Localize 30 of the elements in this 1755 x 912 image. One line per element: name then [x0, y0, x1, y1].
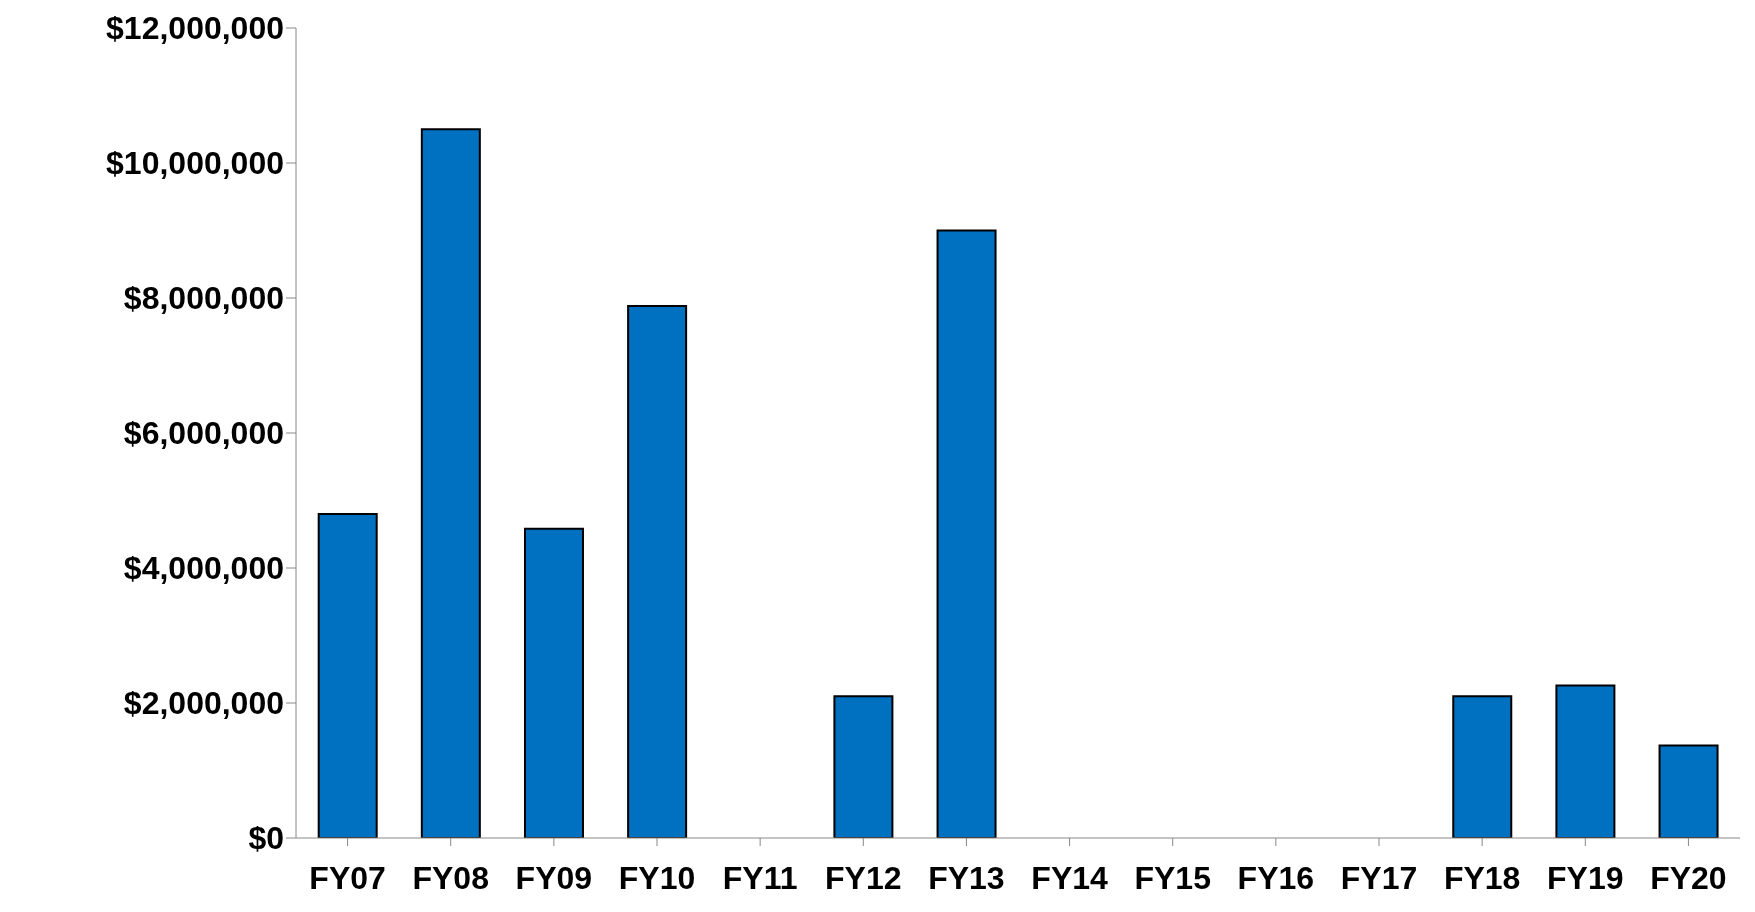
bar [936, 229, 997, 838]
x-tick-label: FY09 [515, 859, 593, 896]
x-tick-label: FY11 [722, 859, 798, 896]
x-tick-label: FY18 [1443, 859, 1521, 896]
x-tick-label: FY17 [1340, 859, 1418, 896]
y-tick-label: $2,000,000 [123, 685, 284, 722]
x-tick-label: FY08 [412, 859, 489, 896]
y-tick-label: $8,000,000 [123, 280, 284, 317]
bar [1658, 744, 1719, 838]
x-tick-label: FY13 [928, 859, 1005, 896]
x-tick-label: FY10 [618, 859, 696, 896]
x-tick-label: FY14 [1031, 859, 1109, 896]
bar [317, 513, 378, 838]
bar [627, 305, 688, 838]
bar [523, 527, 584, 838]
bar [420, 128, 481, 838]
bar [833, 695, 894, 838]
y-tick-label: $4,000,000 [123, 550, 284, 587]
x-tick-label: FY20 [1650, 859, 1727, 896]
x-tick-label: FY19 [1547, 859, 1624, 896]
y-tick-label: $12,000,000 [106, 10, 284, 47]
x-tick-label: FY15 [1134, 859, 1211, 896]
y-tick-label: $6,000,000 [123, 415, 284, 452]
x-tick-label: FY12 [825, 859, 902, 896]
x-tick-label: FY07 [309, 859, 386, 896]
y-tick-label: $10,000,000 [106, 145, 284, 182]
y-tick-label: $0 [248, 820, 284, 857]
bar [1452, 695, 1513, 838]
bar [1555, 684, 1616, 838]
x-tick-label: FY16 [1237, 859, 1315, 896]
